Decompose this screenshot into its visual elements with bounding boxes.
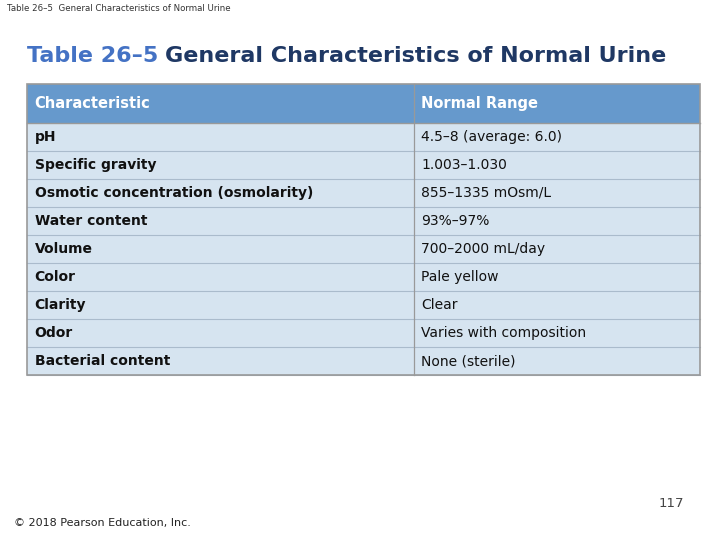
Text: Water content: Water content [35,214,147,228]
Text: Varies with composition: Varies with composition [421,326,586,340]
Text: Volume: Volume [35,242,93,256]
Text: General Characteristics of Normal Urine: General Characteristics of Normal Urine [134,46,666,66]
Text: pH: pH [35,130,56,144]
Text: 93%–97%: 93%–97% [421,214,490,228]
Text: Normal Range: Normal Range [421,96,539,111]
Text: 117: 117 [659,497,684,510]
Text: Clear: Clear [421,298,458,312]
Text: 1.003–1.030: 1.003–1.030 [421,158,507,172]
Text: Color: Color [35,270,76,284]
Text: 855–1335 mOsm/L: 855–1335 mOsm/L [421,186,552,200]
Text: Odor: Odor [35,326,73,340]
Text: Pale yellow: Pale yellow [421,270,499,284]
Text: Specific gravity: Specific gravity [35,158,156,172]
Text: Clarity: Clarity [35,298,86,312]
Text: Osmotic concentration (osmolarity): Osmotic concentration (osmolarity) [35,186,313,200]
Text: Characteristic: Characteristic [35,96,150,111]
Text: Bacterial content: Bacterial content [35,354,170,368]
Text: Table 26–5: Table 26–5 [27,46,158,66]
Text: 4.5–8 (average: 6.0): 4.5–8 (average: 6.0) [421,130,562,144]
Text: Table 26–5  General Characteristics of Normal Urine: Table 26–5 General Characteristics of No… [7,4,231,14]
Text: © 2018 Pearson Education, Inc.: © 2018 Pearson Education, Inc. [14,518,192,528]
Text: None (sterile): None (sterile) [421,354,516,368]
Text: 700–2000 mL/day: 700–2000 mL/day [421,242,545,256]
